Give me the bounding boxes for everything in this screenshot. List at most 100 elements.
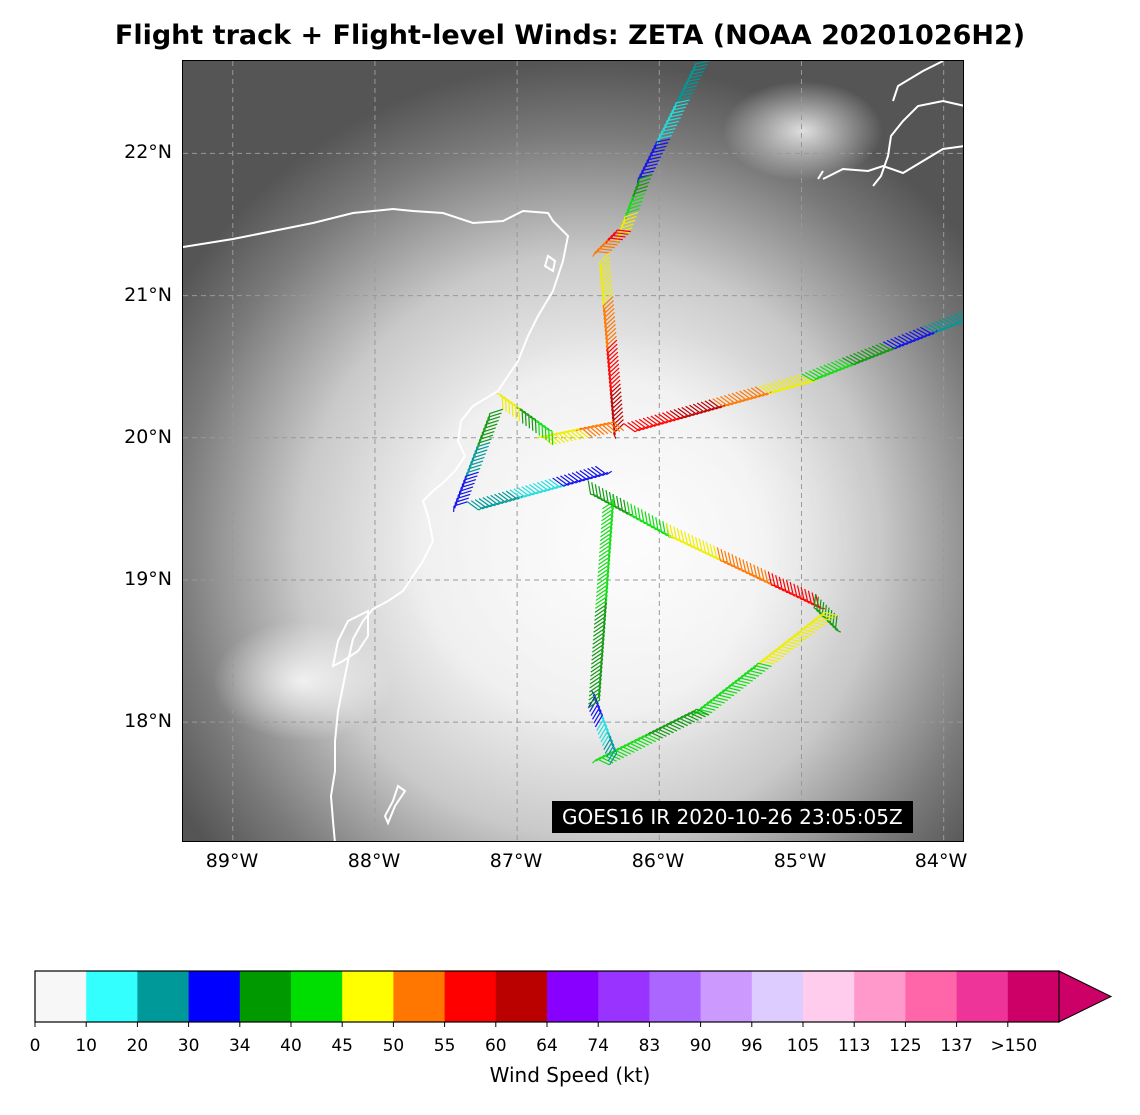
- wind-barb: [764, 569, 769, 584]
- colorbar-tick-label: 113: [837, 1036, 871, 1056]
- wind-barb: [714, 696, 728, 702]
- wind-barb: [616, 495, 620, 510]
- wind-barb: [609, 375, 621, 386]
- wind-barb: [642, 735, 657, 743]
- wind-barb: [589, 683, 602, 693]
- wind-barb: [606, 744, 615, 758]
- wind-barb: [462, 479, 477, 485]
- wind-barb: [598, 248, 613, 251]
- wind-barb: [469, 460, 484, 466]
- wind-barb: [767, 655, 781, 660]
- wind-barb: [815, 594, 820, 608]
- colorbar-cell: [598, 971, 650, 1022]
- wind-barb: [592, 635, 605, 645]
- wind-barb: [735, 555, 740, 570]
- wind-barb: [731, 392, 744, 402]
- wind-barb: [681, 88, 695, 93]
- wind-barb: [743, 389, 756, 399]
- wind-barb: [845, 355, 859, 364]
- colorbar-cell: [751, 971, 804, 1022]
- wind-barb: [489, 408, 504, 415]
- colorbar-tick-label: 105: [786, 1036, 820, 1056]
- wind-barb: [589, 675, 602, 685]
- wind-barb: [603, 308, 615, 319]
- colorbar-cell: [905, 971, 958, 1022]
- wind-barb: [600, 268, 612, 279]
- wind-barb: [599, 540, 612, 550]
- colorbar-cell: [803, 971, 855, 1022]
- wind-barb: [587, 467, 600, 478]
- wind-barb: [797, 374, 810, 384]
- wind-barb: [868, 347, 881, 356]
- wind-barb: [501, 395, 504, 410]
- wind-barb: [476, 442, 491, 448]
- wind-barb: [609, 379, 621, 390]
- wind-barb: [659, 131, 674, 136]
- wind-barb: [505, 490, 518, 500]
- wind-barb: [650, 415, 663, 425]
- lon-tick-84w: 84°W: [914, 850, 968, 872]
- wind-barb: [673, 103, 688, 108]
- wind-barb: [591, 655, 604, 665]
- wind-barb: [600, 245, 615, 249]
- colorbar-cell: [393, 971, 446, 1022]
- wind-barb: [732, 682, 747, 687]
- wind-barb: [532, 482, 545, 493]
- wind-barb: [628, 742, 642, 750]
- figure-title: Flight track + Flight-level Winds: ZETA …: [114, 20, 1026, 51]
- wind-barb: [587, 699, 601, 709]
- wind-barb: [788, 638, 803, 643]
- wind-barb: [601, 508, 614, 518]
- wind-barb: [600, 524, 613, 534]
- wind-barb: [726, 686, 741, 692]
- wind-barb: [607, 355, 619, 367]
- wind-barb: [601, 488, 606, 503]
- lat-tick-20n: 20°N: [124, 426, 172, 448]
- wind-barb: [599, 532, 613, 542]
- wind-barb: [583, 468, 596, 479]
- wind-barb: [591, 651, 604, 661]
- wind-barb: [717, 694, 732, 699]
- wind-barb: [602, 500, 615, 510]
- wind-barb: [608, 363, 620, 375]
- wind-barb: [781, 378, 794, 388]
- wind-barb: [538, 421, 541, 436]
- wind-barb: [677, 95, 692, 101]
- wind-barb: [735, 391, 748, 401]
- wind-barb: [685, 713, 699, 721]
- wind-barb: [669, 410, 682, 420]
- wind-barb: [588, 695, 601, 705]
- wind-barb: [571, 472, 584, 482]
- wind-barb: [916, 328, 930, 337]
- wind-barb: [607, 351, 619, 363]
- wind-barb: [804, 626, 819, 631]
- wind-barb: [773, 650, 788, 655]
- wind-barb: [750, 387, 763, 397]
- wind-barb: [691, 535, 696, 550]
- wind-barb: [552, 477, 565, 487]
- wind-barb: [667, 722, 681, 730]
- wind-barb: [771, 573, 776, 588]
- wind-barb: [588, 691, 601, 701]
- wind-barb: [603, 242, 618, 246]
- colorbar-cell: [700, 971, 753, 1022]
- colorbar-tick-label: 74: [587, 1036, 609, 1056]
- wind-barb: [671, 721, 685, 729]
- wind-barb: [827, 363, 840, 372]
- wind-barb: [563, 474, 576, 484]
- wind-barb: [657, 135, 672, 140]
- wind-barb: [598, 544, 612, 554]
- wind-barb: [860, 350, 874, 359]
- colorbar-tick-label: 0: [29, 1036, 41, 1056]
- wind-barb: [597, 564, 610, 574]
- wind-barb: [534, 419, 537, 434]
- wind-barb: [662, 412, 675, 422]
- wind-barb: [779, 645, 794, 651]
- wind-barb: [590, 703, 599, 716]
- wind-barb: [585, 426, 597, 437]
- wind-barb: [777, 379, 790, 389]
- wind-barb: [531, 416, 534, 431]
- lat-tick-19n: 19°N: [124, 568, 172, 590]
- wind-barb: [599, 256, 611, 267]
- wind-barb: [785, 640, 800, 646]
